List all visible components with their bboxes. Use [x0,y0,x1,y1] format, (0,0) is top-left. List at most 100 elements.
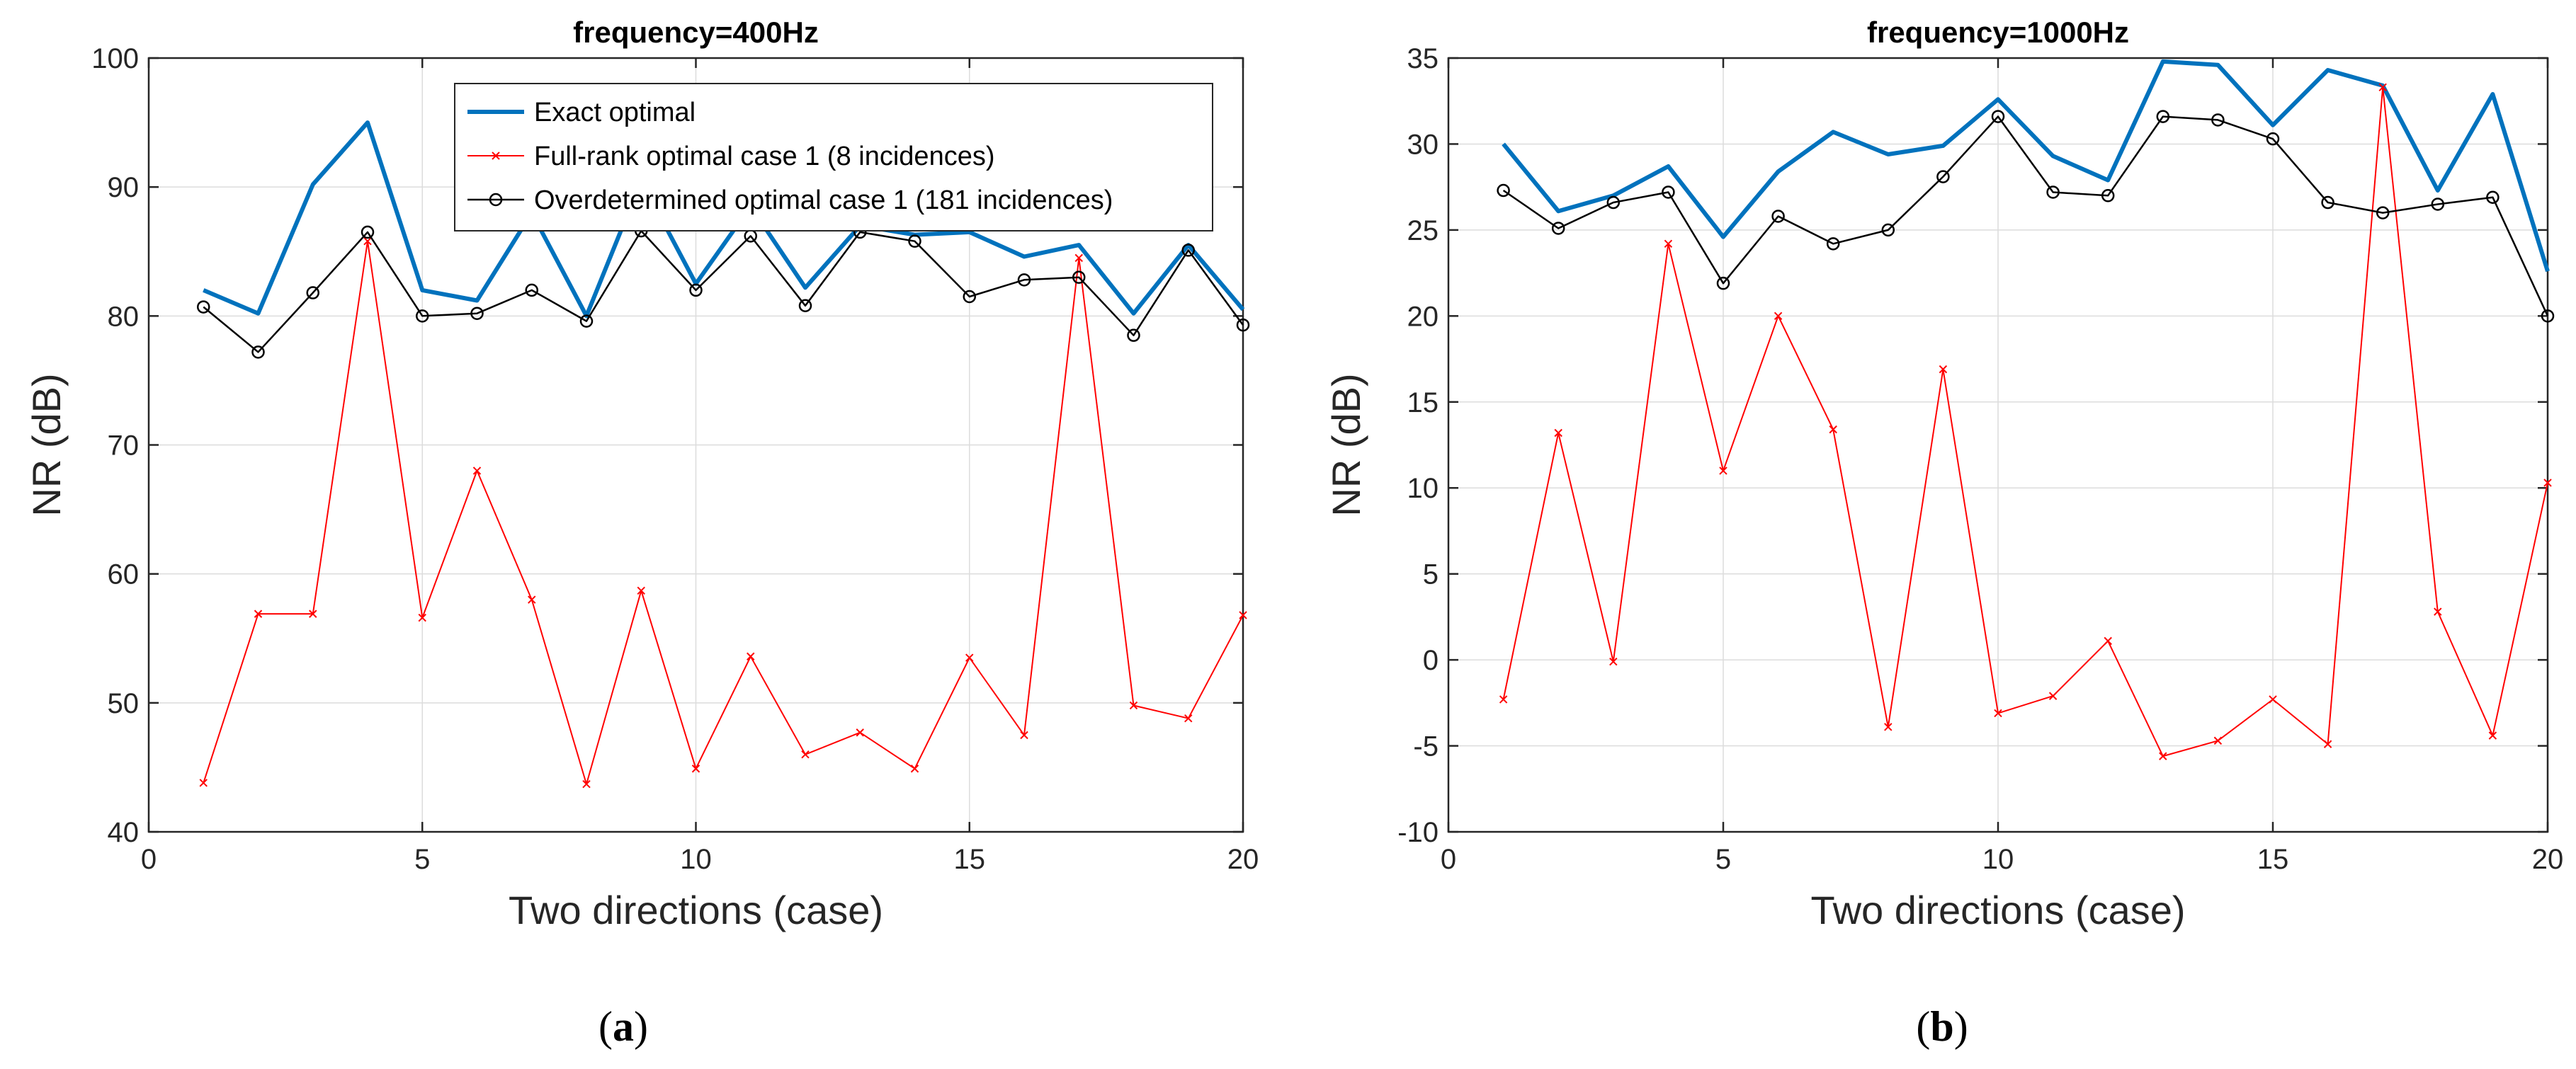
data-point [306,286,319,299]
data-point [691,765,700,773]
data-point [2434,607,2442,616]
data-point [525,283,538,297]
legend-entry: Overdetermined optimal case 1 (181 incid… [534,185,1113,215]
x-tick-label: 5 [414,844,430,875]
data-point [1606,195,1621,210]
panel-label-letter: b [1930,1003,1953,1050]
y-tick-label: 20 [1407,301,1439,332]
data-point [1497,183,1510,198]
panel-label: (a) [598,1003,648,1050]
data-point [689,283,703,297]
data-point [747,652,755,661]
data-point [2488,731,2497,740]
data-point [1716,276,1730,290]
data-point [2156,110,2170,123]
data-point [2486,190,2500,204]
panel-label-open: ( [1916,1003,1930,1050]
data-point [1664,239,1673,248]
legend-entry: Full-rank optimal case 1 (8 incidences) [534,142,995,171]
data-point [528,595,536,604]
data-point [2378,83,2387,91]
x-tick-label: 0 [141,844,157,875]
series-line [203,229,1244,353]
data-point [1020,731,1028,740]
chart-panel-a: 0 5 10 15 20 40 50 60 70 80 90 100 frequency=400Hz Tw… [24,16,1259,1050]
data-point [2376,206,2390,219]
data-point [2159,752,2167,760]
data-point [2211,113,2225,127]
data-point [1609,657,1618,666]
data-point [908,234,921,248]
data-point [470,307,484,320]
data-point [579,314,594,328]
data-point [1072,270,1086,284]
series-line [1502,115,2549,316]
data-point [1771,210,1785,223]
data-point [2104,636,2112,646]
data-point [1991,110,2005,123]
data-point [1017,273,1031,287]
chart-title: frequency=1000Hz [1867,16,2129,49]
y-tick-label: 15 [1407,387,1439,418]
data-point [637,586,645,595]
x-tick-label: 0 [1441,844,1456,875]
series-2 [1497,110,2555,323]
data-point [1184,714,1193,723]
y-tick-label: -10 [1397,817,1439,848]
data-point [472,467,482,475]
data-point [2213,736,2223,745]
legend: Exact optimal Full-rank optimal case 1 (8… [454,83,1213,231]
y-axis-label: NR (dB) [24,373,69,516]
data-point [309,610,317,618]
data-point [2101,189,2115,202]
data-point [1662,185,1675,199]
data-point [1129,701,1138,710]
data-point [1551,222,1565,235]
data-point [1774,311,1783,321]
series-line [1502,59,2550,273]
y-tick-label: 10 [1407,473,1439,504]
data-point [965,653,974,662]
x-tick-label: 10 [680,844,712,875]
data-point [363,236,372,246]
x-tick-label: 5 [1715,844,1731,875]
data-point [2323,740,2332,748]
data-point [1829,425,1837,434]
data-point [1239,611,1247,619]
data-point [361,225,375,239]
panel-label-letter: a [613,1003,634,1050]
x-tick-label: 20 [1227,844,1259,875]
data-point [197,300,210,314]
data-point [251,345,265,359]
chart-title: frequency=400Hz [573,16,819,49]
legend-marker [489,193,503,207]
data-point [418,613,426,622]
data-point [1719,467,1727,475]
y-tick-label: 90 [108,172,140,203]
data-point [1936,170,1950,183]
data-point [963,290,976,304]
y-tick-label: 35 [1407,43,1439,74]
y-tick-label: 40 [108,817,140,848]
data-point [798,299,812,313]
data-point [416,309,429,323]
series-0 [1502,59,2550,273]
y-tick-label: -5 [1413,731,1439,762]
data-point [199,779,208,787]
series-1 [1499,83,2552,760]
x-tick-label: 10 [1982,844,2014,875]
y-tick-label: 80 [108,301,140,332]
y-tick-label: 60 [108,559,140,590]
data-point [2266,132,2280,146]
x-tick-label: 15 [2257,844,2289,875]
y-tick-label: 0 [1423,645,1439,676]
data-point [1074,253,1083,263]
y-tick-label: 25 [1407,215,1439,246]
data-point [2046,185,2060,199]
legend-marker [492,152,500,160]
panel-label: (b) [1916,1003,1968,1050]
x-tick-label: 15 [954,844,986,875]
x-tick-label: 20 [2532,844,2564,875]
data-point [1181,244,1195,257]
